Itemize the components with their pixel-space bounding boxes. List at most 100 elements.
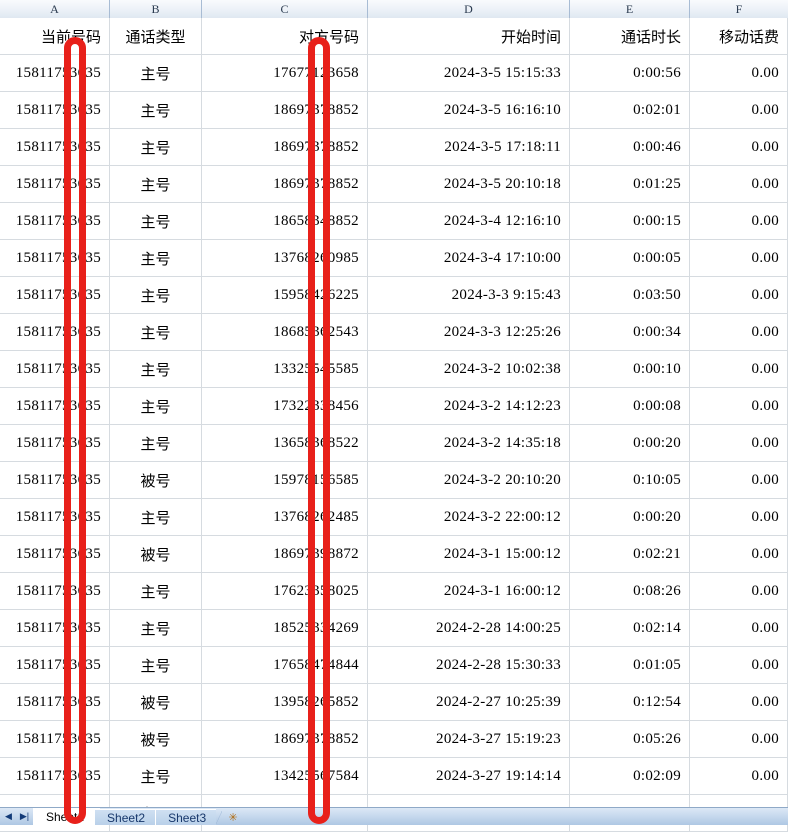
cell-call-type[interactable]: 主号 xyxy=(110,240,202,276)
cell-charge[interactable]: 0.00 xyxy=(690,499,788,535)
cell-call-type[interactable]: 主号 xyxy=(110,55,202,91)
cell-charge[interactable]: 0.00 xyxy=(690,351,788,387)
cell-call-type[interactable]: 主号 xyxy=(110,277,202,313)
cell-call-type[interactable]: 主号 xyxy=(110,203,202,239)
cell-call-type[interactable]: 主号 xyxy=(110,499,202,535)
cell-call-type[interactable]: 主号 xyxy=(110,647,202,683)
cell-current-number[interactable]: 15811753635 xyxy=(0,351,110,387)
cell-charge[interactable]: 0.00 xyxy=(690,721,788,757)
cell-duration[interactable]: 0:00:34 xyxy=(570,314,690,350)
cell-other-number[interactable]: 17623358025 xyxy=(202,573,368,609)
cell-duration[interactable]: 0:08:26 xyxy=(570,573,690,609)
cell-duration[interactable]: 0:00:10 xyxy=(570,351,690,387)
header-cell-other-number[interactable]: 对方号码 xyxy=(202,18,368,54)
column-header-f[interactable]: F xyxy=(690,0,788,18)
cell-call-type[interactable]: 主号 xyxy=(110,758,202,794)
cell-start-time[interactable]: 2024-3-2 20:10:20 xyxy=(368,462,570,498)
cell-charge[interactable]: 0.00 xyxy=(690,277,788,313)
cell-call-type[interactable]: 主号 xyxy=(110,573,202,609)
cell-call-type[interactable]: 被号 xyxy=(110,684,202,720)
cell-start-time[interactable]: 2024-3-2 14:35:18 xyxy=(368,425,570,461)
cell-other-number[interactable]: 18525334269 xyxy=(202,610,368,646)
cell-current-number[interactable]: 15811753635 xyxy=(0,92,110,128)
cell-duration[interactable]: 0:00:56 xyxy=(570,55,690,91)
cell-duration[interactable]: 0:01:25 xyxy=(570,166,690,202)
cell-call-type[interactable]: 主号 xyxy=(110,92,202,128)
add-sheet-icon[interactable]: ✳ xyxy=(228,811,238,824)
cell-duration[interactable]: 0:00:05 xyxy=(570,240,690,276)
cell-current-number[interactable]: 15811753635 xyxy=(0,462,110,498)
cell-other-number[interactable]: 13958265852 xyxy=(202,684,368,720)
cell-charge[interactable]: 0.00 xyxy=(690,203,788,239)
cell-other-number[interactable]: 18697378852 xyxy=(202,92,368,128)
cell-current-number[interactable]: 15811753635 xyxy=(0,55,110,91)
cell-duration[interactable]: 0:05:26 xyxy=(570,721,690,757)
cell-charge[interactable]: 0.00 xyxy=(690,166,788,202)
cell-start-time[interactable]: 2024-3-4 12:16:10 xyxy=(368,203,570,239)
cell-charge[interactable]: 0.00 xyxy=(690,684,788,720)
cell-other-number[interactable]: 18697378852 xyxy=(202,721,368,757)
cell-current-number[interactable]: 15811753635 xyxy=(0,610,110,646)
cell-charge[interactable]: 0.00 xyxy=(690,92,788,128)
cell-start-time[interactable]: 2024-3-1 15:00:12 xyxy=(368,536,570,572)
cell-charge[interactable]: 0.00 xyxy=(690,758,788,794)
cell-other-number[interactable]: 18658348852 xyxy=(202,203,368,239)
cell-charge[interactable]: 0.00 xyxy=(690,647,788,683)
cell-other-number[interactable]: 13768260985 xyxy=(202,240,368,276)
cell-other-number[interactable]: 18697398872 xyxy=(202,536,368,572)
header-cell-current-number[interactable]: 当前号码 xyxy=(0,18,110,54)
cell-charge[interactable]: 0.00 xyxy=(690,573,788,609)
cell-charge[interactable]: 0.00 xyxy=(690,240,788,276)
cell-call-type[interactable]: 被号 xyxy=(110,536,202,572)
column-header-d[interactable]: D xyxy=(368,0,570,18)
cell-charge[interactable]: 0.00 xyxy=(690,314,788,350)
cell-other-number[interactable]: 13658368522 xyxy=(202,425,368,461)
cell-start-time[interactable]: 2024-3-4 17:10:00 xyxy=(368,240,570,276)
cell-other-number[interactable]: 15958426225 xyxy=(202,277,368,313)
cell-start-time[interactable]: 2024-3-1 16:00:12 xyxy=(368,573,570,609)
cell-other-number[interactable]: 18685362543 xyxy=(202,314,368,350)
cell-current-number[interactable]: 15811753635 xyxy=(0,129,110,165)
cell-start-time[interactable]: 2024-3-2 14:12:23 xyxy=(368,388,570,424)
cell-current-number[interactable]: 15811753635 xyxy=(0,499,110,535)
cell-start-time[interactable]: 2024-3-2 10:02:38 xyxy=(368,351,570,387)
cell-other-number[interactable]: 18697378852 xyxy=(202,129,368,165)
column-header-b[interactable]: B xyxy=(110,0,202,18)
cell-charge[interactable]: 0.00 xyxy=(690,462,788,498)
cell-call-type[interactable]: 被号 xyxy=(110,462,202,498)
cell-duration[interactable]: 0:01:05 xyxy=(570,647,690,683)
cell-call-type[interactable]: 主号 xyxy=(110,129,202,165)
cell-start-time[interactable]: 2024-3-27 15:19:23 xyxy=(368,721,570,757)
cell-start-time[interactable]: 2024-3-5 17:18:11 xyxy=(368,129,570,165)
cell-current-number[interactable]: 15811753635 xyxy=(0,684,110,720)
cell-duration[interactable]: 0:02:21 xyxy=(570,536,690,572)
cell-duration[interactable]: 0:00:20 xyxy=(570,499,690,535)
cell-duration[interactable]: 0:02:01 xyxy=(570,92,690,128)
cell-current-number[interactable]: 15811753635 xyxy=(0,758,110,794)
cell-call-type[interactable]: 被号 xyxy=(110,721,202,757)
cell-other-number[interactable]: 18697378852 xyxy=(202,166,368,202)
first-sheet-arrow-icon[interactable]: ◀ xyxy=(5,810,12,821)
cell-duration[interactable]: 0:12:54 xyxy=(570,684,690,720)
cell-charge[interactable]: 0.00 xyxy=(690,536,788,572)
cell-call-type[interactable]: 主号 xyxy=(110,351,202,387)
cell-charge[interactable]: 0.00 xyxy=(690,388,788,424)
cell-start-time[interactable]: 2024-3-3 9:15:43 xyxy=(368,277,570,313)
cell-charge[interactable]: 0.00 xyxy=(690,425,788,461)
cell-call-type[interactable]: 主号 xyxy=(110,314,202,350)
cell-start-time[interactable]: 2024-2-28 14:00:25 xyxy=(368,610,570,646)
column-header-c[interactable]: C xyxy=(202,0,368,18)
cell-other-number[interactable]: 17658474844 xyxy=(202,647,368,683)
cell-current-number[interactable]: 15811753635 xyxy=(0,277,110,313)
sheet-tab-sheet1[interactable]: Sheet1 xyxy=(33,808,101,825)
header-cell-call-type[interactable]: 通话类型 xyxy=(110,18,202,54)
last-sheet-arrow-icon[interactable]: ▶| xyxy=(19,810,30,821)
cell-start-time[interactable]: 2024-2-28 15:30:33 xyxy=(368,647,570,683)
cell-current-number[interactable]: 15811753635 xyxy=(0,536,110,572)
cell-current-number[interactable]: 15811753635 xyxy=(0,203,110,239)
header-cell-start-time[interactable]: 开始时间 xyxy=(368,18,570,54)
cell-duration[interactable]: 0:10:05 xyxy=(570,462,690,498)
cell-current-number[interactable]: 15811753635 xyxy=(0,314,110,350)
cell-current-number[interactable]: 15811753635 xyxy=(0,721,110,757)
cell-start-time[interactable]: 2024-3-2 22:00:12 xyxy=(368,499,570,535)
